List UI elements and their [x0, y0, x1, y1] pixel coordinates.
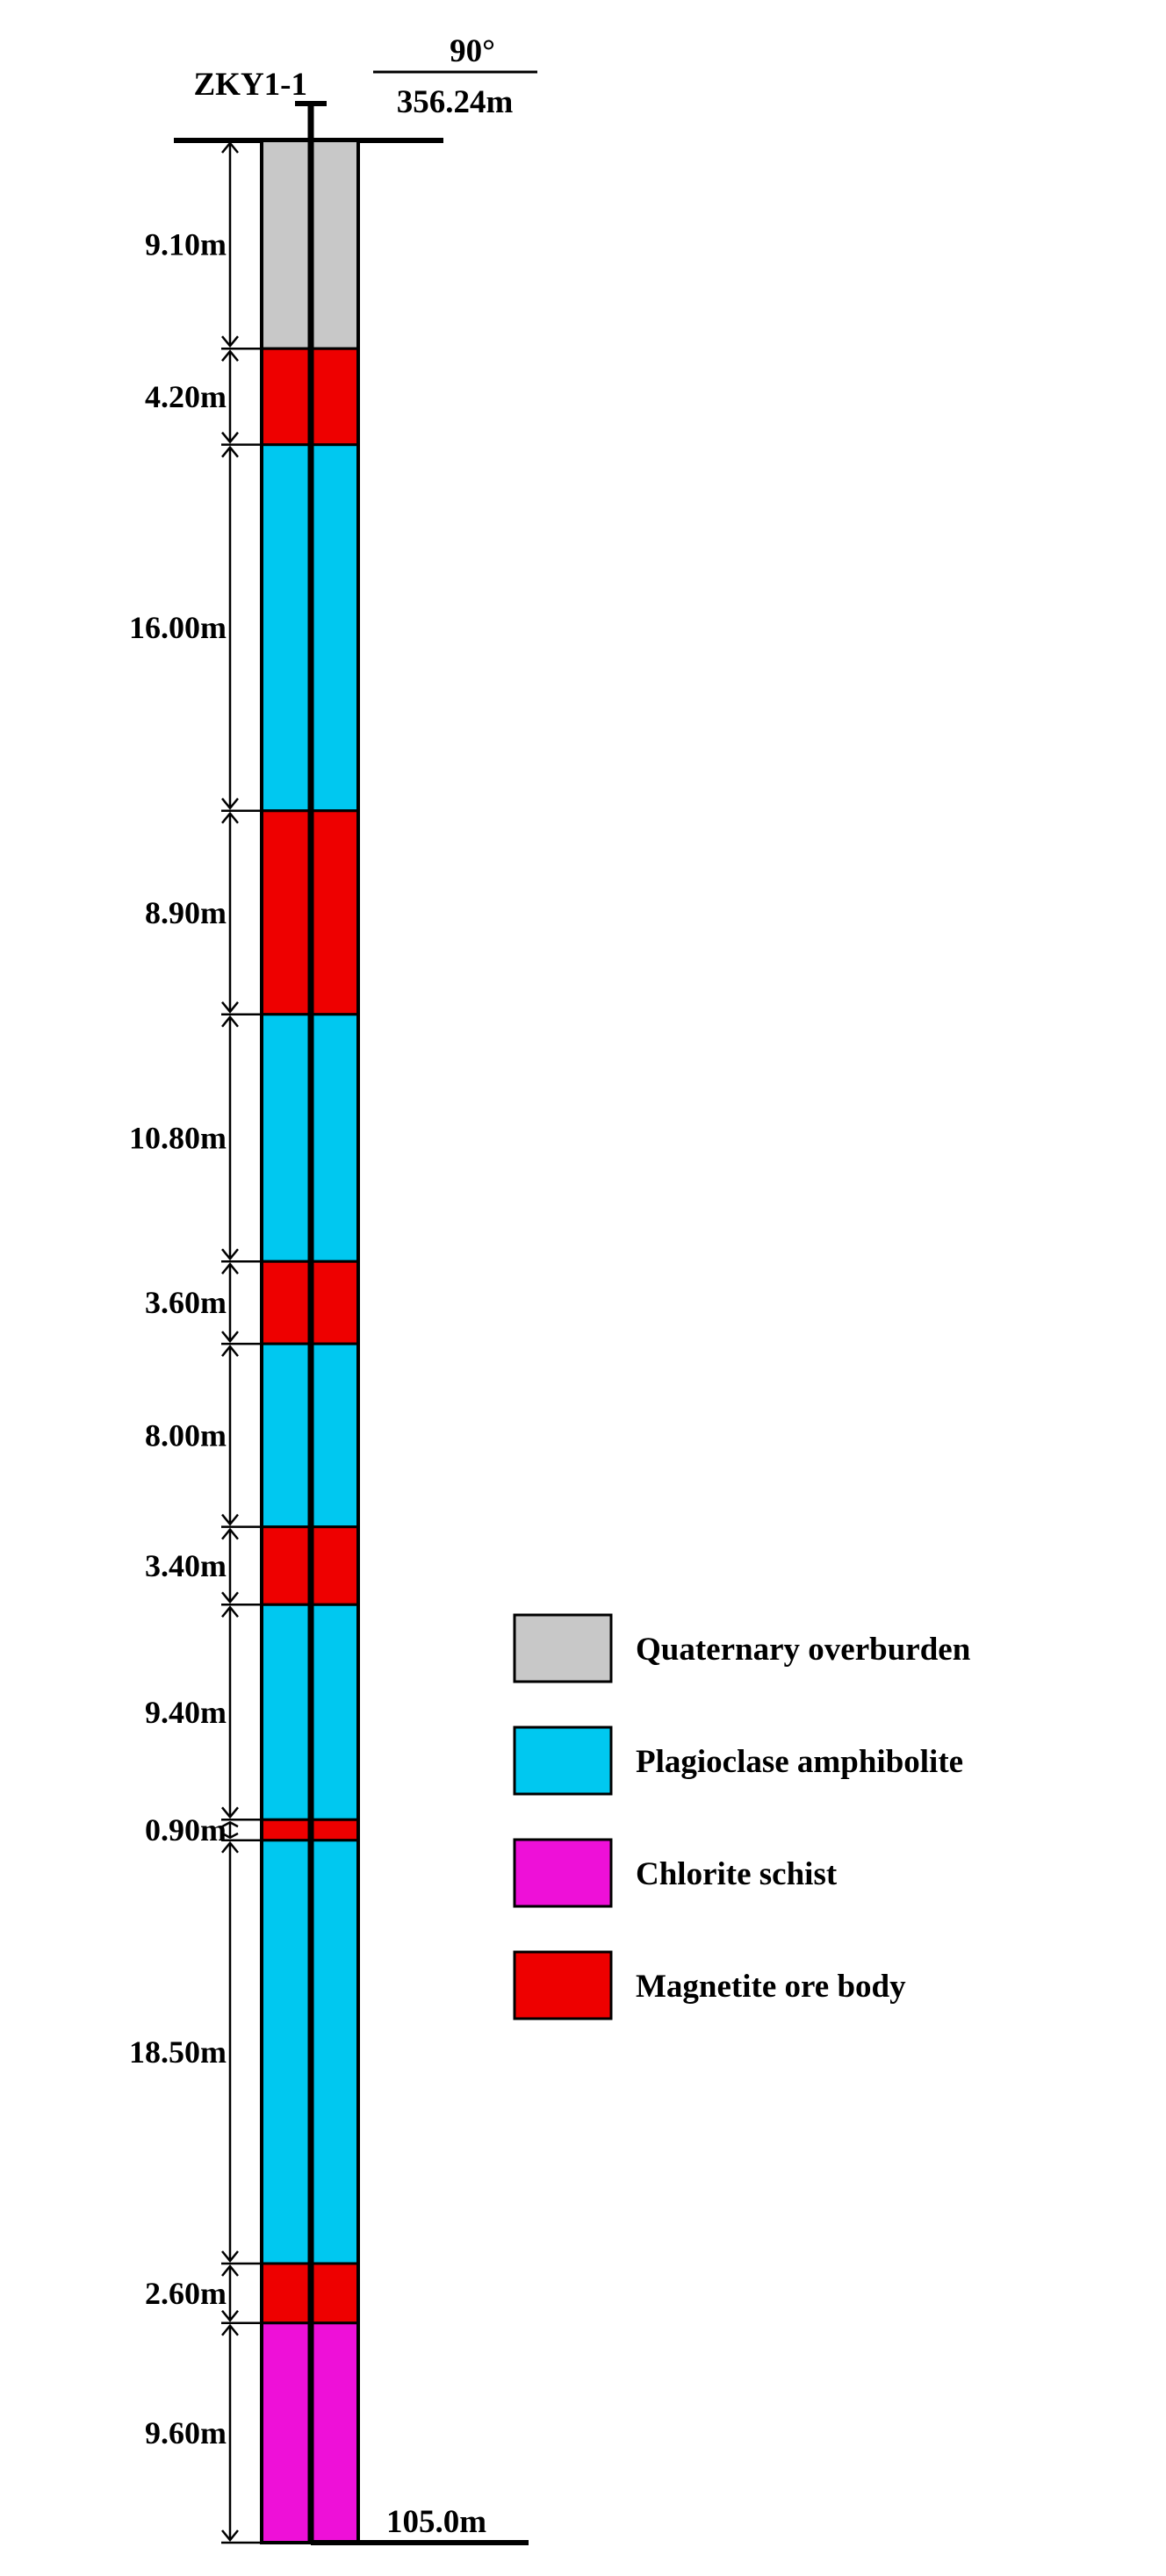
thickness-label: 10.80m — [129, 1121, 227, 1156]
thickness-dimension — [221, 1605, 262, 1821]
thickness-label: 9.40m — [145, 1695, 227, 1730]
thickness-label: 3.60m — [145, 1285, 227, 1320]
legend: Quaternary overburden Plagioclase amphibo… — [513, 1613, 971, 2020]
thickness-dimension — [221, 1841, 262, 2265]
thickness-dimension — [221, 811, 262, 1015]
thickness-dimension — [221, 1345, 262, 1528]
thickness-dimension — [221, 139, 262, 350]
legend-swatch — [513, 1838, 613, 1908]
thickness-label: 18.50m — [129, 2034, 227, 2070]
thickness-label: 4.20m — [145, 379, 227, 414]
legend-label: Quaternary overburden — [636, 1632, 971, 1668]
legend-label: Magnetite ore body — [636, 1969, 906, 2005]
thickness-dimension — [221, 1527, 262, 1606]
thickness-dimension — [221, 1262, 262, 1345]
legend-item-quaternary: Quaternary overburden — [513, 1613, 971, 1683]
thickness-label: 3.40m — [145, 1548, 227, 1583]
thickness-label: 0.90m — [145, 1812, 227, 1848]
legend-swatch — [513, 1950, 613, 2020]
legend-label: Chlorite schist — [636, 1856, 838, 1892]
thickness-label: 8.90m — [145, 895, 227, 930]
thickness-label: 16.00m — [129, 610, 227, 645]
thickness-dimension — [221, 2264, 262, 2325]
legend-swatch — [513, 1726, 613, 1796]
legend-swatch — [513, 1613, 613, 1683]
thickness-dimension — [221, 1015, 262, 1263]
thickness-label: 9.10m — [145, 227, 227, 262]
dimension-lines-group: 9.10m 4.20m 16.00m 8.90m 10.80m 3.60m 8.00m 3.4… — [129, 139, 262, 2544]
total-depth-label: 105.0m — [386, 2504, 486, 2540]
legend-label: Plagioclase amphibolite — [636, 1744, 963, 1780]
thickness-dimension — [221, 2323, 262, 2544]
legend-item-plagioclase: Plagioclase amphibolite — [513, 1726, 963, 1796]
legend-item-magnetite: Magnetite ore body — [513, 1950, 906, 2020]
hole-angle: 90° — [450, 33, 495, 69]
thickness-dimension — [221, 445, 262, 813]
thickness-label: 2.60m — [145, 2276, 227, 2311]
hole-elevation: 356.24m — [397, 84, 514, 120]
hole-name: ZKY1-1 — [194, 67, 308, 103]
thickness-label: 9.60m — [145, 2415, 227, 2450]
legend-item-chlorite: Chlorite schist — [513, 1838, 838, 1908]
thickness-dimension — [221, 349, 262, 446]
thickness-label: 8.00m — [145, 1417, 227, 1453]
thickness-dimension — [221, 1820, 262, 1842]
